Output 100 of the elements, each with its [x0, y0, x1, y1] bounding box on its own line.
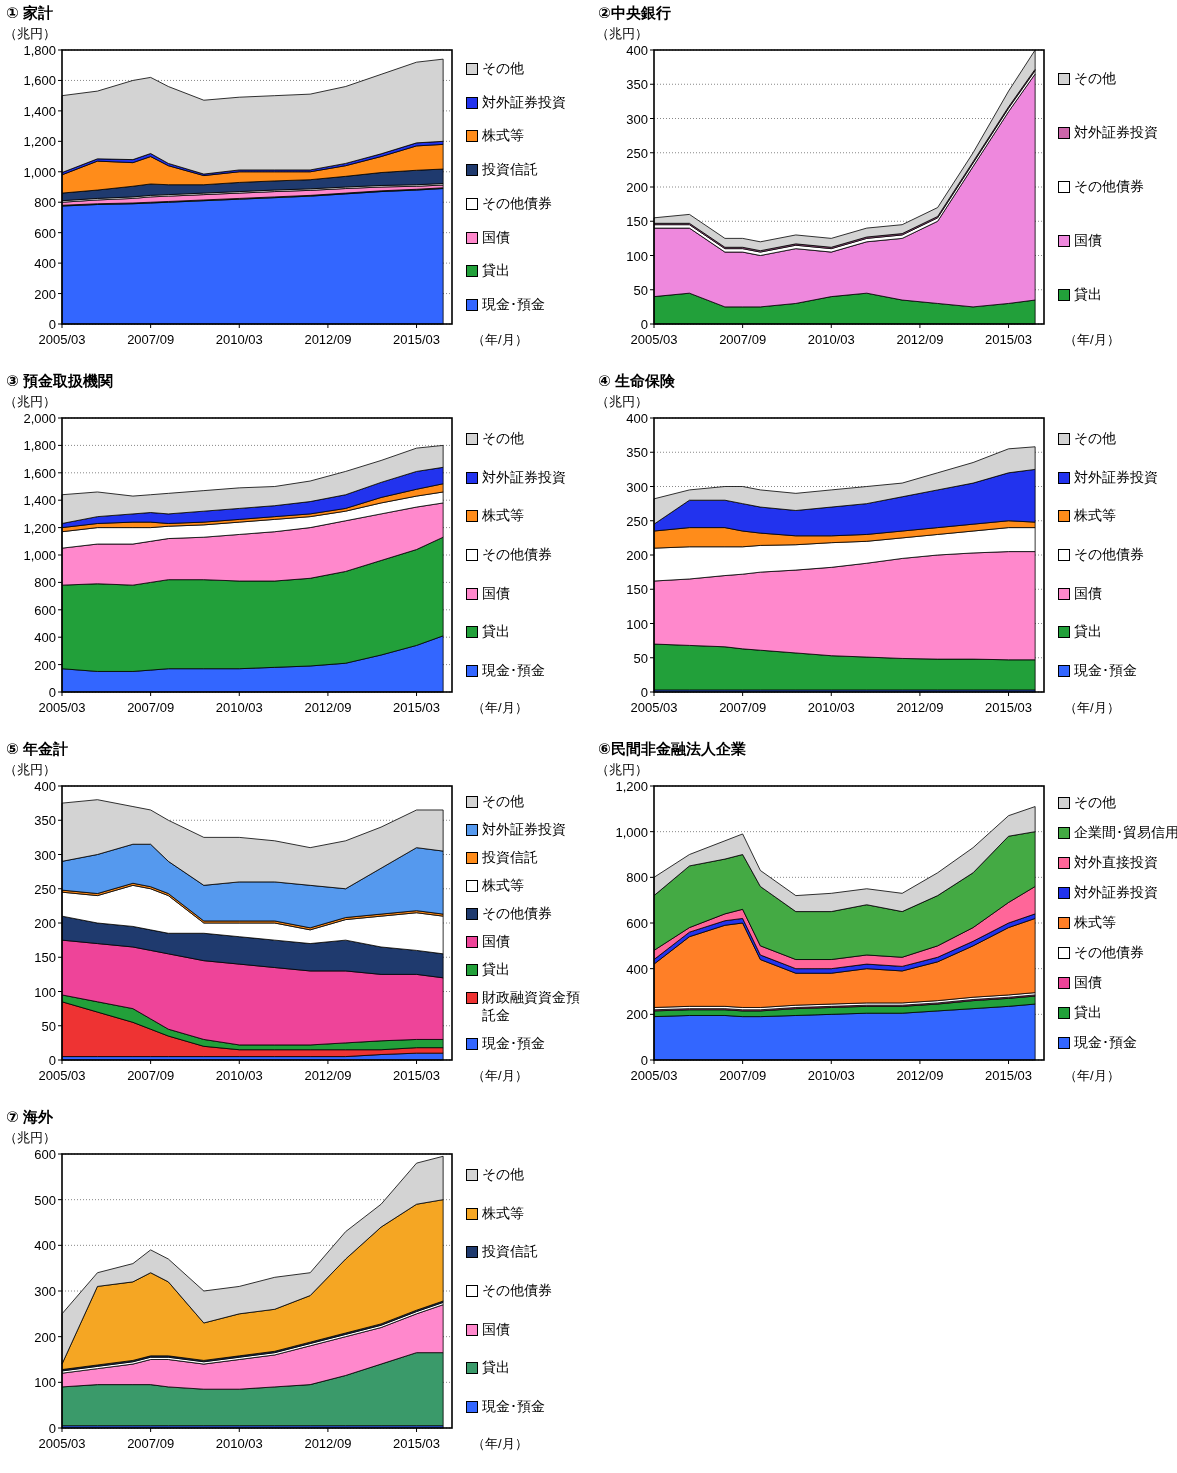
legend-label: 対外証券投資	[482, 468, 566, 487]
y-tick-label: 400	[626, 961, 648, 977]
legend-label: 国債	[1074, 974, 1102, 992]
y-tick-label: 0	[48, 1421, 56, 1436]
y-axis-title: （兆円）	[4, 1130, 56, 1145]
legend-label: その他債券	[482, 1281, 552, 1300]
chart-title: ⑥民間非金融法人企業	[598, 740, 746, 757]
y-tick-label: 250	[34, 881, 56, 897]
y-tick-label: 200	[34, 1329, 56, 1345]
legend-label: その他債券	[482, 905, 552, 923]
y-tick-label: 400	[34, 779, 56, 794]
x-tick-label: 2010/03	[807, 332, 855, 347]
legend-label: 株式等	[482, 507, 524, 526]
x-tick-label: 2010/03	[215, 700, 263, 715]
y-tick-label: 300	[34, 847, 56, 863]
chart-title: ① 家計	[6, 4, 53, 21]
x-tick-label: 2012/09	[304, 700, 352, 715]
legend-label: その他債券	[1074, 545, 1144, 564]
x-tick-label: 2010/03	[215, 1068, 263, 1083]
legend-label: 投資信託	[482, 1243, 538, 1262]
legend-label: 国債	[482, 1320, 510, 1339]
x-axis-title: （年/月）	[472, 700, 528, 715]
y-tick-label: 600	[34, 602, 56, 618]
x-tick-label: 2010/03	[807, 1068, 855, 1083]
x-tick-label: 2012/09	[896, 332, 944, 347]
y-tick-label: 600	[34, 225, 56, 241]
x-tick-label: 2012/09	[896, 700, 944, 715]
x-tick-label: 2015/03	[393, 700, 441, 715]
x-tick-label: 2005/03	[630, 1068, 678, 1083]
legend-label: 貸出	[482, 262, 510, 281]
y-tick-label: 600	[34, 1147, 56, 1162]
y-tick-label: 150	[626, 582, 648, 598]
legend-label: 投資信託	[482, 849, 538, 867]
y-tick-label: 200	[626, 180, 648, 195]
y-tick-label: 600	[626, 916, 648, 931]
x-tick-label: 2015/03	[393, 1436, 441, 1451]
y-tick-label: 1,000	[615, 824, 648, 840]
y-axis-title: （兆円）	[4, 762, 56, 777]
x-tick-label: 2005/03	[38, 1068, 86, 1083]
legend-label: 対外証券投資	[482, 93, 566, 112]
x-tick-label: 2015/03	[393, 1068, 441, 1083]
x-tick-label: 2007/09	[719, 1068, 767, 1083]
y-tick-label: 1,200	[23, 520, 56, 536]
y-tick-label: 1,600	[23, 73, 56, 89]
y-axis-title: （兆円）	[4, 394, 56, 409]
y-tick-label: 400	[34, 1238, 56, 1254]
y-tick-label: 1,000	[23, 548, 56, 563]
x-tick-label: 2005/03	[630, 700, 678, 715]
y-tick-label: 800	[34, 195, 56, 211]
legend-label: 現金･預金	[482, 1397, 545, 1416]
y-tick-label: 2,000	[23, 411, 56, 426]
x-tick-label: 2007/09	[719, 332, 767, 347]
y-tick-label: 200	[34, 286, 56, 302]
legend-label: 国債	[482, 584, 510, 603]
chart-title: ④ 生命保険	[598, 372, 676, 389]
x-tick-label: 2007/09	[127, 332, 175, 347]
legend-label: その他債券	[1074, 944, 1144, 962]
x-tick-label: 2010/03	[215, 332, 263, 347]
legend-label: 貸出	[1074, 1004, 1102, 1022]
legend-label: 現金･預金	[1074, 661, 1137, 680]
x-tick-label: 2015/03	[985, 332, 1033, 347]
legend-label: 株式等	[482, 877, 524, 895]
y-tick-label: 0	[48, 317, 56, 332]
legend-label: 現金･預金	[1074, 1034, 1137, 1052]
y-axis-title: （兆円）	[4, 26, 56, 41]
legend-label: 株式等	[1074, 914, 1116, 932]
y-tick-label: 1,200	[23, 134, 56, 150]
legend-label: 国債	[482, 228, 510, 247]
y-tick-label: 50	[633, 282, 648, 298]
legend-label: その他	[1074, 430, 1116, 449]
x-tick-label: 2007/09	[127, 1068, 175, 1083]
y-tick-label: 50	[41, 1018, 56, 1034]
legend-label: その他	[482, 59, 524, 78]
legend-label: 株式等	[482, 127, 524, 146]
legend-label: 国債	[482, 933, 510, 951]
legend-label: 対外直接投資	[1074, 854, 1158, 872]
legend-label: 貸出	[482, 623, 510, 642]
legend-label: 国債	[1074, 584, 1102, 603]
y-tick-label: 100	[626, 248, 648, 264]
y-tick-label: 1,200	[615, 779, 648, 794]
x-tick-label: 2007/09	[719, 700, 767, 715]
x-tick-label: 2007/09	[127, 1436, 175, 1451]
y-tick-label: 0	[48, 1053, 56, 1068]
y-tick-label: 400	[626, 43, 648, 58]
x-tick-label: 2015/03	[985, 700, 1033, 715]
y-tick-label: 150	[34, 950, 56, 966]
x-tick-label: 2005/03	[630, 332, 678, 347]
legend-label: 対外証券投資	[1074, 468, 1158, 487]
y-tick-label: 350	[626, 77, 648, 93]
legend-label: その他	[482, 1166, 524, 1185]
x-axis-title: （年/月）	[472, 1436, 528, 1451]
x-tick-label: 2012/09	[304, 332, 352, 347]
legend-label: 投資信託	[482, 161, 538, 180]
y-tick-label: 300	[626, 479, 648, 495]
legend-label: 対外証券投資	[1074, 884, 1158, 902]
legend-label: その他	[1074, 70, 1116, 88]
legend-label: 現金･預金	[482, 296, 545, 315]
x-tick-label: 2005/03	[38, 332, 86, 347]
y-tick-label: 100	[34, 984, 56, 1000]
legend-label: その他債券	[482, 194, 552, 213]
